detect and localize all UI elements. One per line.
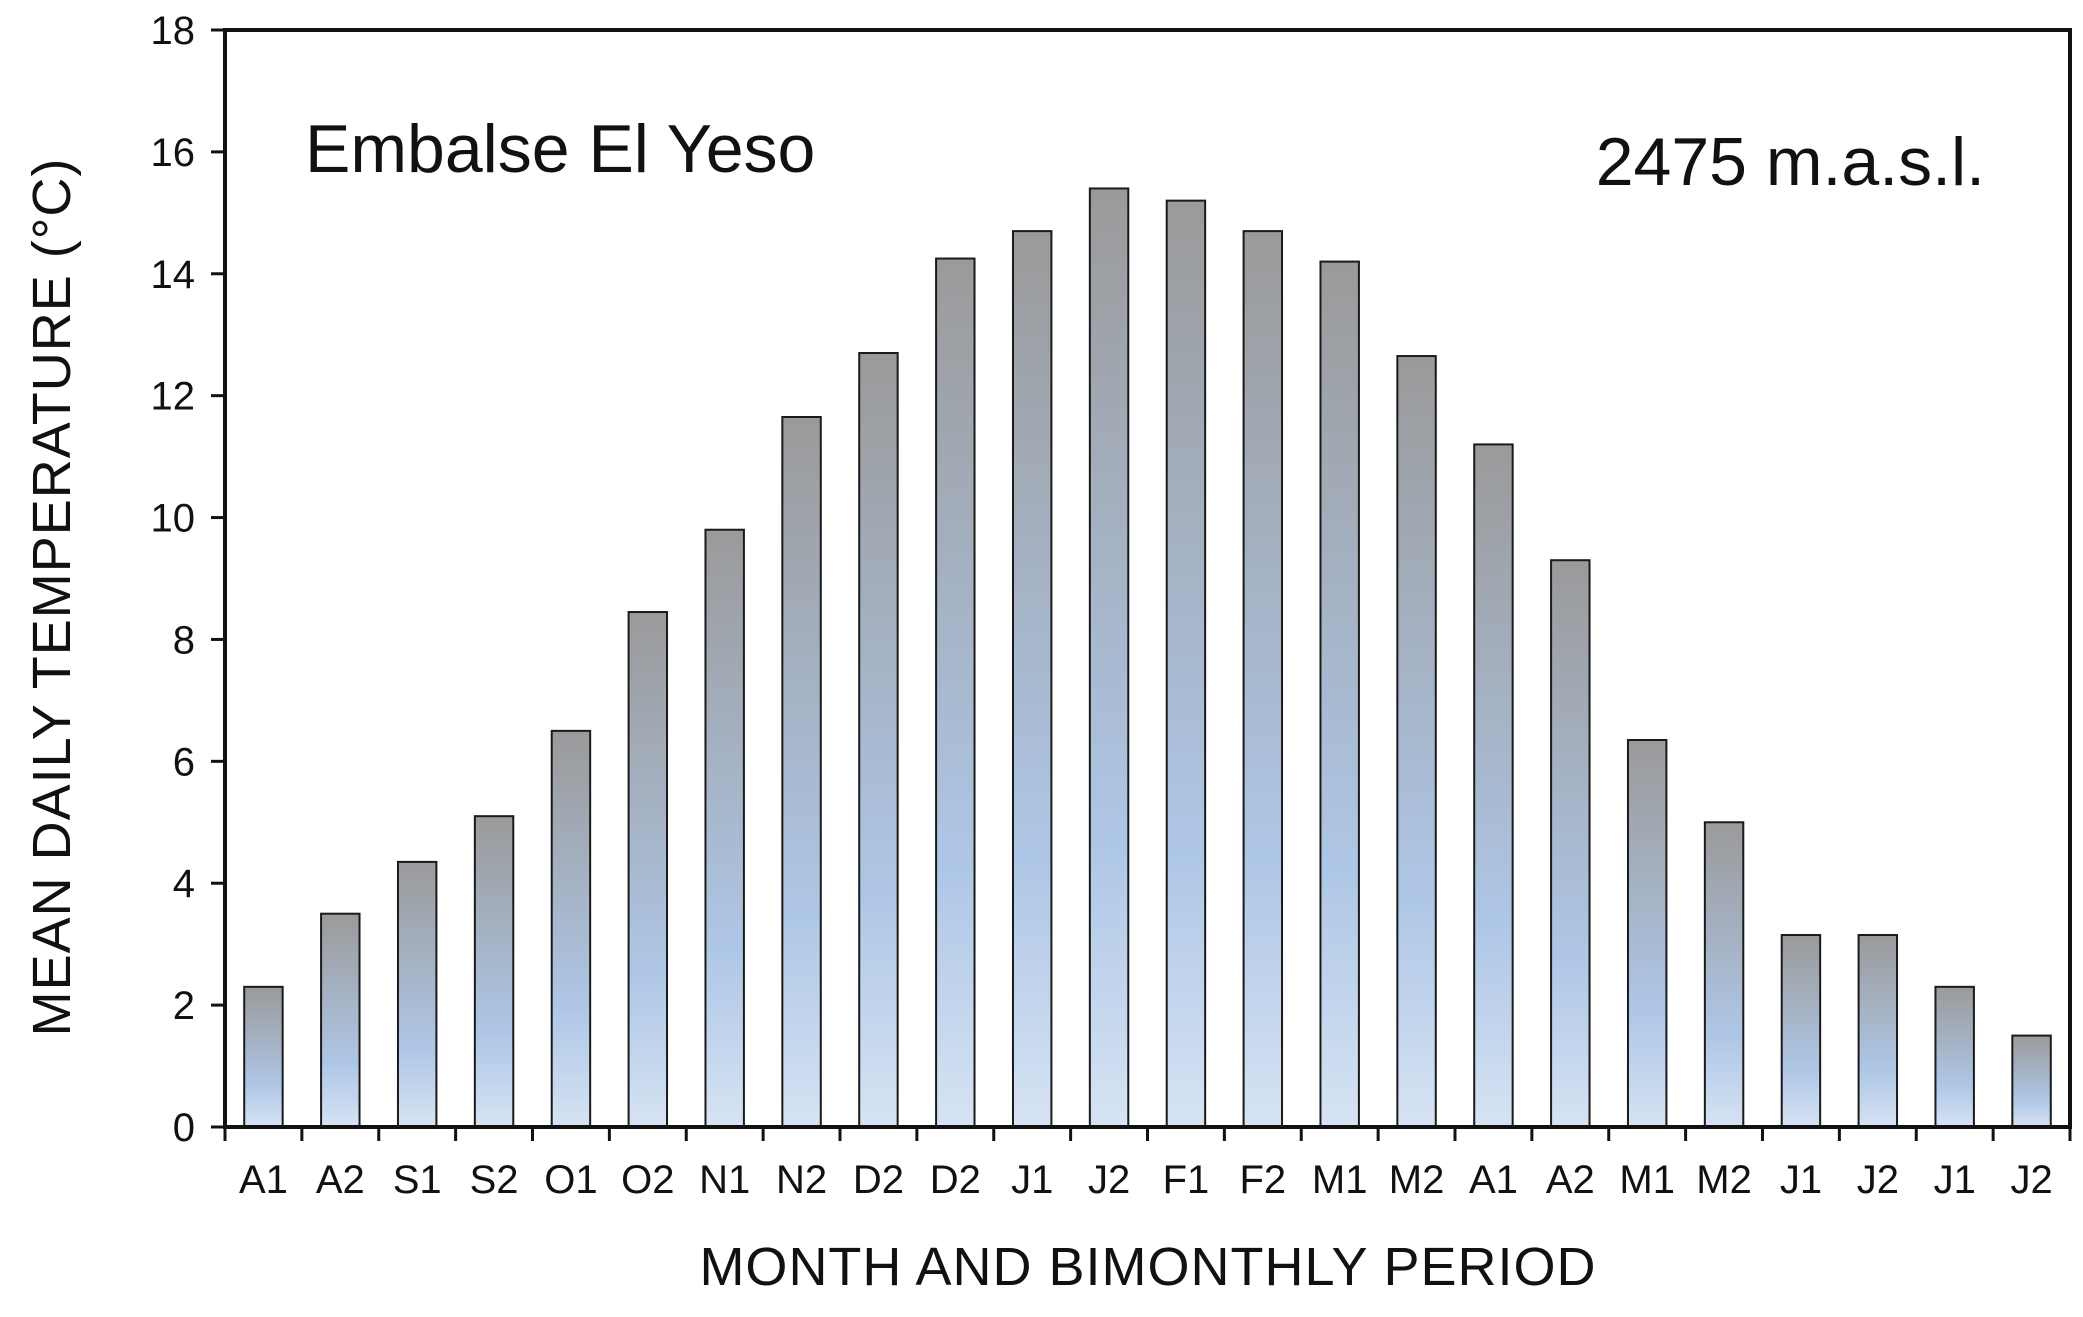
x-tick-label: M1 bbox=[1619, 1158, 1675, 1202]
bar-6 bbox=[627, 611, 669, 1128]
bar-1 bbox=[243, 985, 284, 1129]
x-ticks: A1 A2 S1 S2 O1 O2 N1 N2 D2 D2 J1 J2 F1 F2 M1 M2 A1 A2 M1 M2… bbox=[223, 1127, 2072, 1202]
x-tick-label: S2 bbox=[470, 1158, 519, 1202]
elevation-label: 2475 m.a.s.l. bbox=[1596, 124, 1985, 200]
y-tick-label: 2 bbox=[173, 984, 195, 1028]
bars-layer bbox=[243, 187, 2052, 1129]
x-tick-label: J1 bbox=[1934, 1158, 1976, 1202]
y-axis-title: MEAN DAILY TEMPERATURE (°C) bbox=[22, 158, 82, 1037]
bar-10 bbox=[935, 257, 976, 1129]
bar-19 bbox=[1626, 739, 1668, 1128]
x-tick-label: D2 bbox=[930, 1158, 981, 1202]
x-tick-label: A2 bbox=[1546, 1158, 1595, 1202]
x-tick-label: M2 bbox=[1389, 1158, 1445, 1202]
bar-3 bbox=[396, 860, 438, 1128]
x-tick-label: M1 bbox=[1312, 1158, 1368, 1202]
x-tick-label: F2 bbox=[1239, 1158, 1286, 1202]
y-tick-label: 10 bbox=[151, 497, 196, 541]
y-tick-label: 0 bbox=[173, 1106, 195, 1150]
bar-2 bbox=[320, 912, 361, 1128]
bar-5 bbox=[550, 729, 592, 1128]
bar-18 bbox=[1550, 559, 1591, 1128]
y-ticks: 0 2 4 6 8 10 12 14 16 18 bbox=[151, 9, 225, 1150]
x-tick-label: A1 bbox=[239, 1158, 288, 1202]
bar-13 bbox=[1165, 199, 1207, 1128]
x-tick-label: D2 bbox=[853, 1158, 904, 1202]
x-tick-label: O2 bbox=[621, 1158, 674, 1202]
y-tick-label: 4 bbox=[173, 862, 195, 906]
bar-15 bbox=[1319, 260, 1360, 1128]
y-tick-label: 6 bbox=[173, 740, 195, 784]
bar-22 bbox=[1857, 934, 1899, 1129]
location-label: Embalse El Yeso bbox=[305, 111, 815, 187]
bar-23 bbox=[1934, 985, 1975, 1129]
x-tick-label: N2 bbox=[776, 1158, 827, 1202]
bar-14 bbox=[1242, 230, 1284, 1128]
bar-20 bbox=[1703, 821, 1745, 1129]
x-tick-label: O1 bbox=[544, 1158, 597, 1202]
bar-16 bbox=[1396, 355, 1437, 1128]
x-tick-label: J1 bbox=[1011, 1158, 1053, 1202]
bar-8 bbox=[781, 416, 822, 1128]
y-tick-label: 16 bbox=[151, 131, 196, 175]
bar-4 bbox=[473, 815, 515, 1128]
x-tick-label: S1 bbox=[393, 1158, 442, 1202]
y-tick-label: 8 bbox=[173, 618, 195, 662]
x-tick-label: A1 bbox=[1469, 1158, 1518, 1202]
bar-12 bbox=[1088, 187, 1130, 1128]
x-tick-label: J1 bbox=[1780, 1158, 1822, 1202]
x-tick-label: J2 bbox=[1857, 1158, 1899, 1202]
x-tick-label: N1 bbox=[699, 1158, 750, 1202]
bar-9 bbox=[858, 352, 899, 1128]
x-tick-label: F1 bbox=[1163, 1158, 1210, 1202]
bar-7 bbox=[704, 528, 745, 1128]
y-tick-label: 18 bbox=[151, 9, 196, 53]
y-tick-label: 12 bbox=[151, 375, 196, 419]
bar-21 bbox=[1780, 934, 1822, 1129]
bar-11 bbox=[1011, 230, 1053, 1128]
x-tick-label: J2 bbox=[2010, 1158, 2052, 1202]
x-axis-title: MONTH AND BIMONTHLY PERIOD bbox=[699, 1237, 1596, 1297]
x-tick-label: M2 bbox=[1696, 1158, 1752, 1202]
x-tick-label: J2 bbox=[1088, 1158, 1130, 1202]
bar-17 bbox=[1473, 443, 1514, 1129]
x-tick-label: A2 bbox=[316, 1158, 365, 1202]
y-tick-label: 14 bbox=[151, 253, 196, 297]
bar-24 bbox=[2011, 1034, 2052, 1128]
